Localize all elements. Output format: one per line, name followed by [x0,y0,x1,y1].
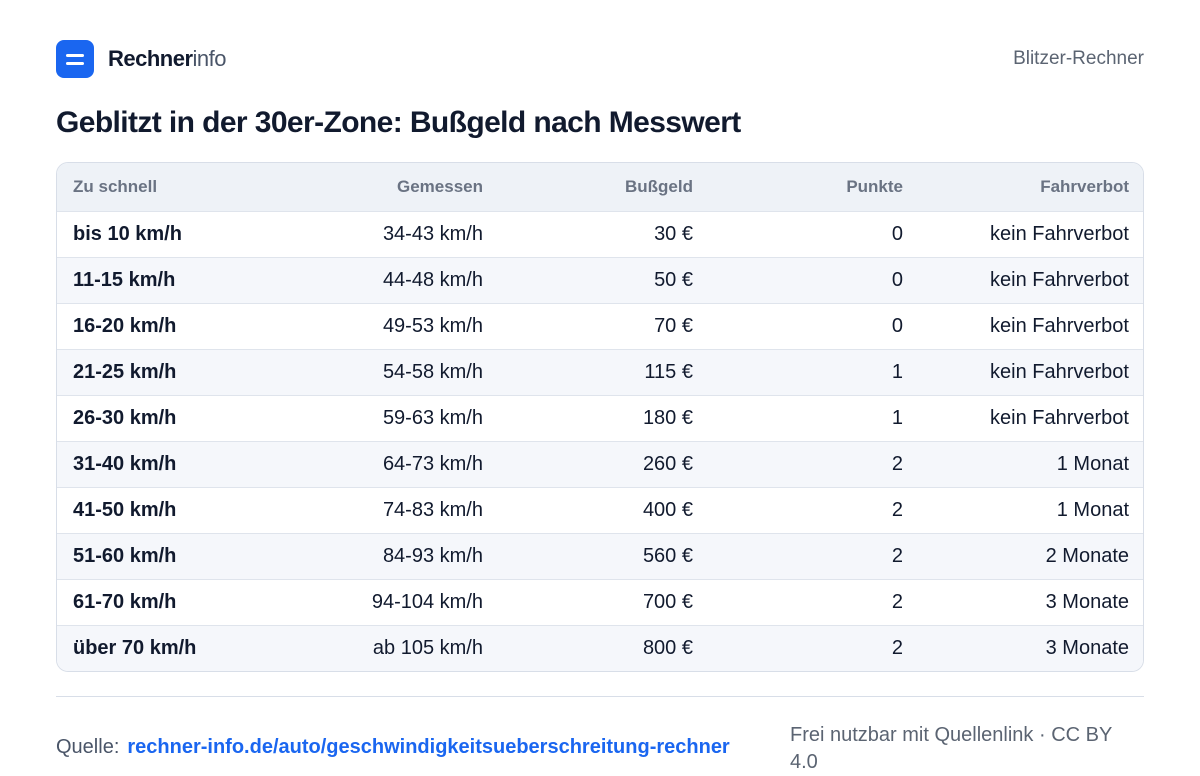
table-cell: 2 [891,636,903,659]
table-cell: 31-40 km/h [73,452,177,475]
table-cell: 84-93 km/h [382,544,483,567]
source-line: Quelle: rechner-info.de/auto/geschwindig… [56,736,730,759]
column-header: Gemessen [397,176,483,196]
table-row: 31-40 km/h 64-73 km/h 260 € 2 1 Monat [57,441,1143,487]
table-cell: 21-25 km/h [73,360,177,383]
brand-logo[interactable]: Rechnerinfo [56,40,227,78]
table-cell: 49-53 km/h [382,314,483,337]
table-cell: 54-58 km/h [382,360,483,383]
table-cell: 0 [891,222,903,245]
table-cell: 0 [891,314,903,337]
table-row: bis 10 km/h 34-43 km/h 30 € 0 kein Fahrverbo… [57,211,1143,257]
table-cell: 560 € [642,544,693,567]
column-header: Zu schnell [73,176,158,196]
table-cell: 74-83 km/h [382,498,483,521]
source-label: Quelle: [56,736,120,758]
table-cell: 50 € [654,268,693,291]
table-cell: 2 [891,452,903,475]
table-cell: kein Fahrverbot [990,268,1129,291]
fine-table: Zu schnell Gemessen Bußgeld Punkte Fahrverbo… [56,162,1144,672]
table-cell: 2 [891,544,903,567]
brand-name-bold: Rechner [108,46,193,71]
page-title: Geblitzt in der 30er-Zone: Bußgeld nach … [56,106,741,139]
table-cell: 2 Monate [1045,544,1129,567]
source-link[interactable]: rechner-info.de/auto/geschwindigkeitsueb… [127,736,730,758]
table-cell: 3 Monate [1045,590,1129,613]
brand-name: Rechnerinfo [108,46,227,72]
equals-logo-icon [56,40,94,78]
table-cell: 1 Monat [1056,498,1129,521]
table-cell: 1 [891,406,903,429]
table-cell: 61-70 km/h [73,590,177,613]
calculator-label: Blitzer-Rechner [1013,48,1144,69]
table-row: 51-60 km/h 84-93 km/h 560 € 2 2 Monate [57,533,1143,579]
table-cell: 1 Monat [1056,452,1129,475]
table-cell: 0 [891,268,903,291]
table-row: 11-15 km/h 44-48 km/h 50 € 0 kein Fahrverbot [57,257,1143,303]
table-cell: 94-104 km/h [371,590,483,613]
table-cell: 64-73 km/h [382,452,483,475]
table-cell: 16-20 km/h [73,314,177,337]
divider [56,696,1144,697]
table-cell: 44-48 km/h [382,268,483,291]
brand-name-light: info [192,46,227,71]
table-cell: 1 [891,360,903,383]
table-header-row: Zu schnell Gemessen Bußgeld Punkte Fahrverbo… [57,163,1143,211]
table-cell: 30 € [654,222,693,245]
table-cell: 59-63 km/h [382,406,483,429]
table-cell: 34-43 km/h [382,222,483,245]
table-cell: ab 105 km/h [372,636,483,659]
table-cell: kein Fahrverbot [990,314,1129,337]
table-cell: 11-15 km/h [73,268,176,291]
table-cell: 800 € [642,636,693,659]
table-cell: bis 10 km/h [73,222,182,245]
table-cell: 115 € [644,360,693,383]
table-cell: über 70 km/h [73,636,197,659]
table-row: 61-70 km/h 94-104 km/h 700 € 2 3 Monate [57,579,1143,625]
license-text: Frei nutzbar mit Quellenlink · CC BY 4.0 [790,724,1112,773]
table-row: 16-20 km/h 49-53 km/h 70 € 0 kein Fahrverbot [57,303,1143,349]
column-header: Punkte [846,176,903,196]
table-cell: 3 Monate [1045,636,1129,659]
table-cell: 700 € [642,590,693,613]
table-row: über 70 km/h ab 105 km/h 800 € 2 3 Monate [57,625,1143,671]
table-cell: kein Fahrverbot [990,406,1129,429]
table-cell: kein Fahrverbot [990,360,1129,383]
table-cell: 2 [891,590,903,613]
table-cell: 70 € [654,314,693,337]
table-row: 41-50 km/h 74-83 km/h 400 € 2 1 Monat [57,487,1143,533]
column-header: Bußgeld [625,176,693,196]
table-row: 26-30 km/h 59-63 km/h 180 € 1 kein Fahrverbo… [57,395,1143,441]
table-cell: 180 € [642,406,693,429]
table-cell: 26-30 km/h [73,406,177,429]
table-cell: 41-50 km/h [73,498,177,521]
table-body: bis 10 km/h 34-43 km/h 30 € 0 kein Fahrverbo… [57,211,1143,671]
table-cell: kein Fahrverbot [990,222,1129,245]
header: Rechnerinfo Blitzer-Rechner [56,40,1144,78]
table-cell: 260 € [642,452,693,475]
table-cell: 400 € [642,498,693,521]
table-cell: 2 [891,498,903,521]
table-row: 21-25 km/h 54-58 km/h 115 € 1 kein Fahrverbo… [57,349,1143,395]
table-cell: 51-60 km/h [73,544,177,567]
column-header: Fahrverbot [1040,176,1129,196]
